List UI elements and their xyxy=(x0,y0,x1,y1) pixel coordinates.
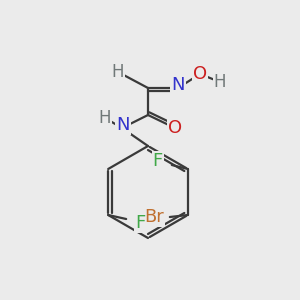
Text: H: H xyxy=(214,73,226,91)
Text: H: H xyxy=(112,63,124,81)
Text: Br: Br xyxy=(144,208,164,226)
Text: O: O xyxy=(168,119,182,137)
Text: N: N xyxy=(171,76,185,94)
Text: F: F xyxy=(153,152,163,170)
Text: N: N xyxy=(116,116,130,134)
Text: F: F xyxy=(135,214,145,232)
Text: O: O xyxy=(193,65,207,83)
Text: H: H xyxy=(99,109,111,127)
